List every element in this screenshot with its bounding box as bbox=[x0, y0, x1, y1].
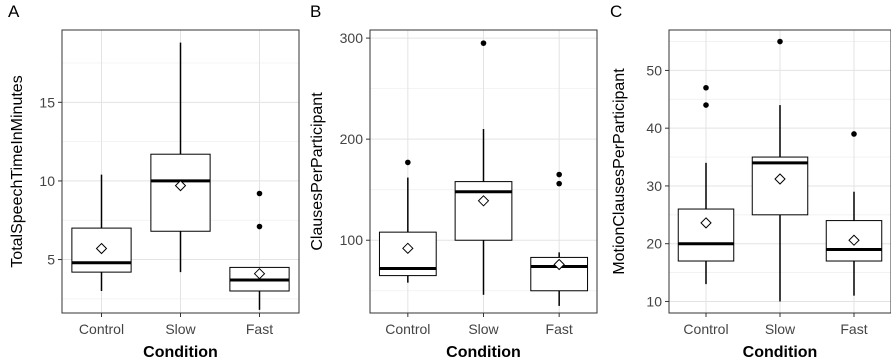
mean-marker bbox=[700, 217, 712, 229]
x-tick-label: Fast bbox=[246, 321, 273, 337]
y-tick-label: 5 bbox=[47, 252, 55, 268]
x-tick-label: Slow bbox=[165, 321, 196, 337]
y-tick-label: 10 bbox=[646, 293, 662, 309]
mean-marker bbox=[848, 234, 860, 246]
y-axis-title: MotionClausesPerParticipant bbox=[611, 68, 628, 275]
x-axis-title: Condition bbox=[446, 344, 521, 361]
y-tick-label: 15 bbox=[39, 94, 55, 110]
x-axis-title: Condition bbox=[743, 344, 818, 361]
x-tick-label: Slow bbox=[765, 321, 796, 337]
y-tick-label: 30 bbox=[646, 178, 662, 194]
outlier-point bbox=[703, 102, 709, 108]
outlier-point bbox=[256, 223, 263, 230]
panel-b: 100 200 300 Control Slow Fast Condition Clauses… bbox=[309, 2, 598, 361]
mean-marker bbox=[95, 242, 108, 255]
x-tick-label: Fast bbox=[840, 321, 867, 337]
mean-marker bbox=[174, 179, 187, 192]
y-tick-label: 20 bbox=[646, 236, 662, 252]
y-tick-label: 300 bbox=[340, 30, 364, 46]
panel-a: 5 10 15 Control Slow Fast Condition TotalSpeech… bbox=[8, 2, 300, 361]
y-tick-label: 100 bbox=[340, 232, 364, 248]
x-tick-label: Control bbox=[385, 321, 430, 337]
box bbox=[677, 208, 735, 262]
y-tick-label: 10 bbox=[39, 173, 55, 189]
x-tick-label: Control bbox=[683, 321, 728, 337]
y-axis-title: ClausesPerParticipant bbox=[309, 92, 326, 251]
x-axis-title: Condition bbox=[143, 344, 218, 361]
panel-label: C bbox=[610, 2, 622, 21]
outlier-point bbox=[556, 180, 562, 187]
outlier-point bbox=[556, 171, 562, 178]
outlier-point bbox=[851, 131, 857, 137]
panel-c: 10 20 30 40 50 Control Slow Fast Condition Motion… bbox=[610, 2, 891, 361]
y-tick-label: 40 bbox=[646, 120, 662, 136]
x-tick-label: Slow bbox=[468, 321, 499, 337]
mean-marker bbox=[253, 267, 266, 280]
outlier-point bbox=[703, 84, 709, 91]
x-tick-label: Control bbox=[79, 321, 124, 337]
mean-marker bbox=[402, 242, 414, 255]
y-tick-label: 50 bbox=[646, 62, 662, 78]
y-tick-label: 200 bbox=[340, 131, 364, 147]
mean-marker bbox=[477, 195, 490, 207]
outlier-point bbox=[405, 159, 411, 166]
outlier-point bbox=[256, 190, 263, 197]
mean-marker bbox=[774, 173, 786, 185]
y-axis-title: TotalSpeechTimeInMinutes bbox=[9, 75, 26, 267]
outlier-point bbox=[777, 38, 783, 45]
mean-marker bbox=[553, 258, 565, 271]
outlier-point bbox=[480, 40, 487, 46]
panel-label: A bbox=[8, 2, 20, 21]
x-tick-label: Fast bbox=[546, 321, 573, 337]
panel-label: B bbox=[310, 2, 321, 21]
box bbox=[751, 156, 809, 216]
box bbox=[150, 153, 211, 232]
